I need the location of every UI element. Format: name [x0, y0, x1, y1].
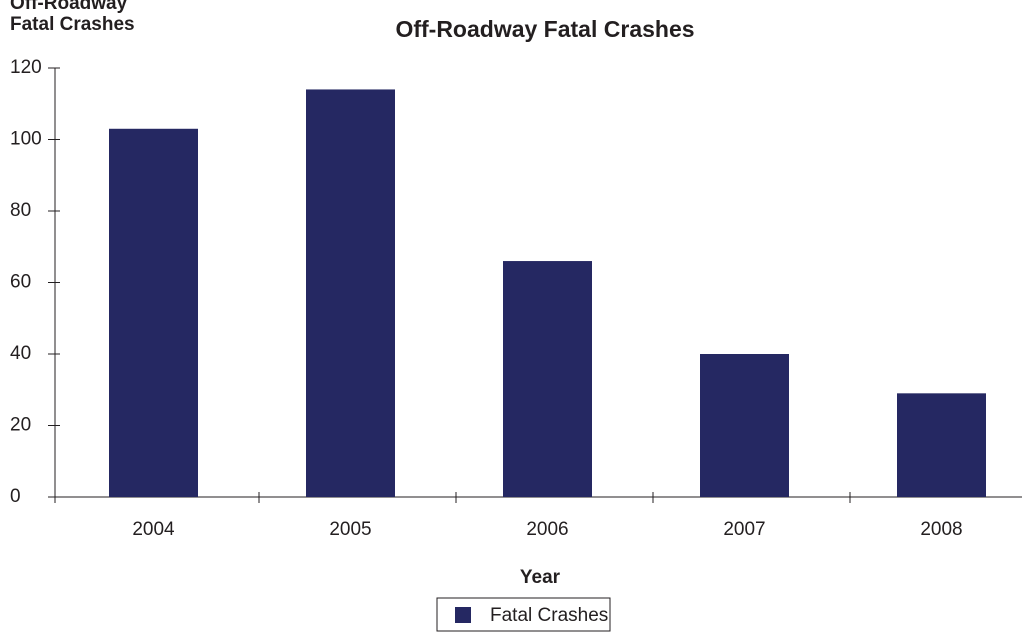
- y-tick-label: 0: [10, 486, 21, 507]
- x-tick-label: 2006: [526, 519, 568, 540]
- x-axis-label: Year: [520, 567, 561, 588]
- y-axis-label: Off-Roadway: [10, 0, 128, 14]
- x-tick-label: 2007: [723, 519, 765, 540]
- y-tick-label: 40: [10, 343, 31, 364]
- x-tick-label: 2008: [920, 519, 962, 540]
- y-tick-label: 20: [10, 415, 31, 436]
- bar: [700, 354, 789, 497]
- bar: [897, 393, 986, 497]
- chart-title: Off-Roadway Fatal Crashes: [395, 16, 694, 42]
- x-tick-label: 2004: [132, 519, 175, 540]
- legend-label: Fatal Crashes: [490, 605, 608, 626]
- bar: [306, 89, 395, 497]
- y-tick-label: 60: [10, 272, 31, 293]
- bar: [503, 261, 592, 497]
- x-tick-label: 2005: [329, 519, 371, 540]
- y-tick-label: 80: [10, 200, 31, 221]
- y-tick-label: 120: [10, 57, 42, 78]
- bar: [109, 128, 198, 497]
- legend-swatch: [455, 607, 471, 623]
- y-tick-label: 100: [10, 129, 42, 150]
- y-axis-label: Fatal Crashes: [10, 14, 135, 35]
